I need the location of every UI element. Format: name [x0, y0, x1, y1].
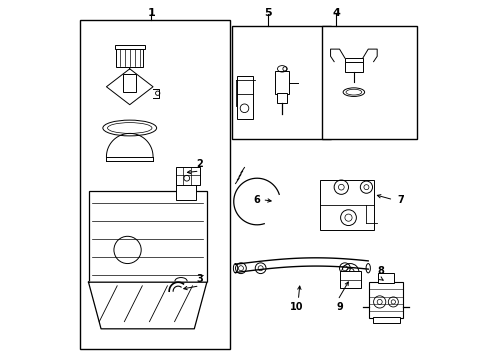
Bar: [237, 76, 253, 119]
Bar: [88, 191, 206, 282]
Polygon shape: [88, 282, 206, 329]
Bar: [123, 74, 136, 92]
Bar: [372, 317, 399, 323]
Bar: [319, 180, 373, 230]
Text: 9: 9: [335, 302, 342, 312]
Bar: [80, 21, 230, 348]
Bar: [321, 26, 416, 139]
Bar: [378, 273, 393, 283]
Bar: [176, 180, 196, 200]
Text: 6: 6: [253, 195, 260, 205]
Text: 10: 10: [289, 302, 303, 312]
Bar: [344, 58, 362, 63]
Text: 8: 8: [377, 266, 384, 276]
Bar: [277, 93, 286, 103]
Bar: [175, 167, 200, 185]
Bar: [116, 49, 143, 67]
Text: 4: 4: [331, 8, 339, 18]
Bar: [274, 71, 288, 94]
Bar: [339, 271, 360, 288]
Text: 3: 3: [196, 274, 203, 284]
Bar: [182, 171, 191, 180]
Text: 5: 5: [264, 8, 271, 18]
Bar: [344, 62, 362, 72]
Bar: [115, 45, 144, 49]
Bar: [231, 26, 330, 139]
Text: 1: 1: [147, 8, 155, 18]
Text: 2: 2: [196, 159, 203, 169]
Text: 7: 7: [396, 195, 403, 205]
Bar: [368, 282, 403, 318]
